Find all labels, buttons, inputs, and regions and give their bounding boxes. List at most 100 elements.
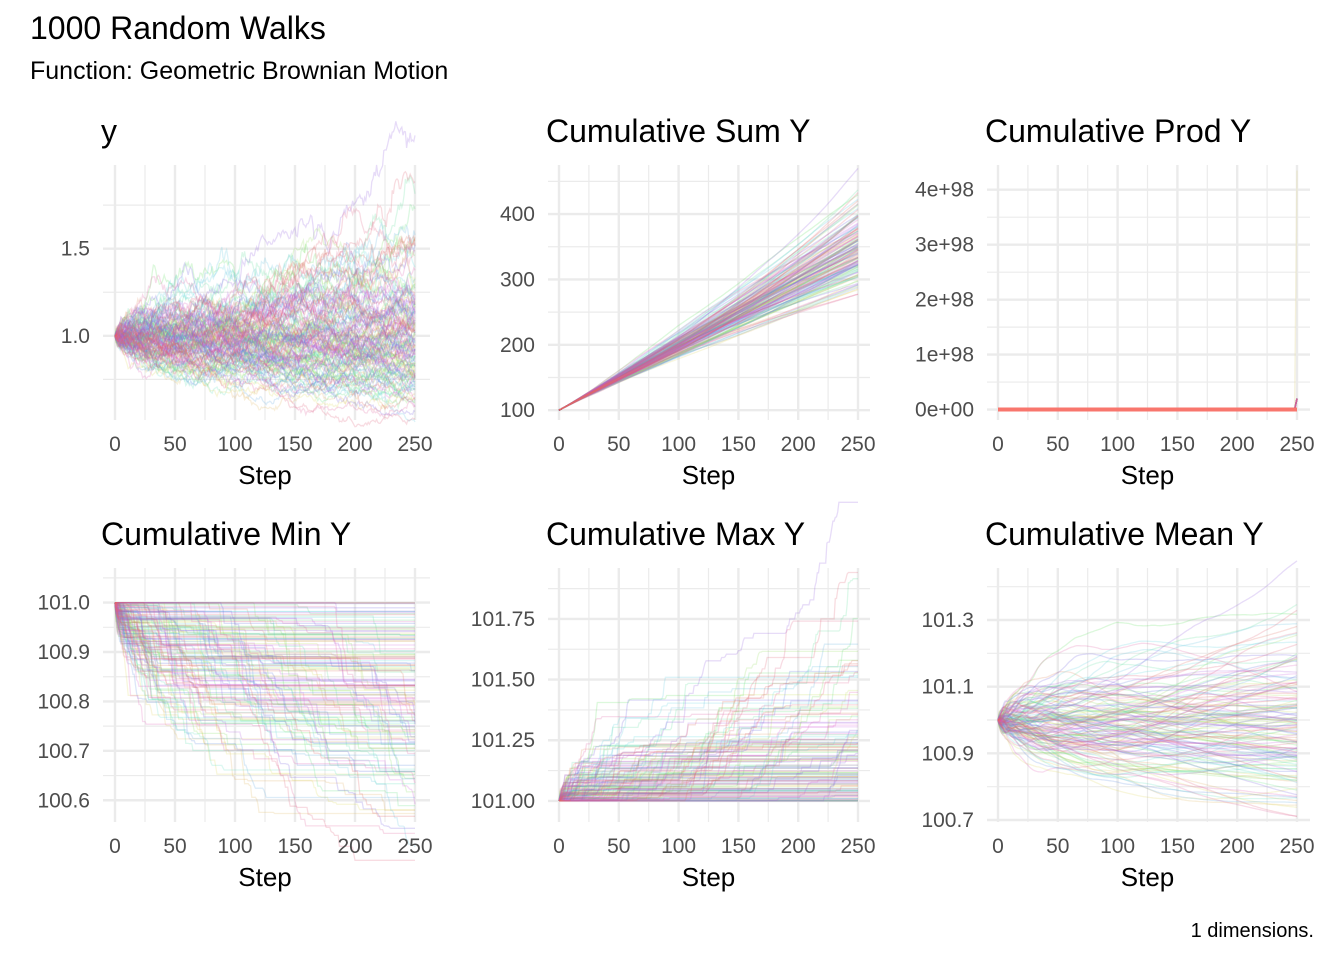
series-line xyxy=(558,251,859,411)
series-line xyxy=(558,252,859,411)
series-line xyxy=(558,734,858,802)
series-line xyxy=(114,601,415,701)
series-line xyxy=(997,718,1298,753)
series-line xyxy=(114,221,416,352)
series-line xyxy=(114,305,416,344)
series-line xyxy=(114,313,416,372)
series-line xyxy=(114,316,416,356)
series-line xyxy=(997,640,1297,728)
series-line xyxy=(114,602,415,687)
series-line xyxy=(997,719,1298,777)
series-line xyxy=(558,790,858,802)
series-line xyxy=(997,716,1298,747)
series-line xyxy=(558,274,859,411)
series-line xyxy=(114,301,416,379)
series-line xyxy=(558,262,859,411)
series-line xyxy=(558,215,859,411)
series-line xyxy=(558,225,859,411)
series-line xyxy=(558,783,858,802)
series-line xyxy=(558,731,858,802)
series-line xyxy=(114,602,415,636)
series-line xyxy=(114,602,415,616)
series-line xyxy=(115,601,415,641)
series-line xyxy=(115,601,415,640)
series-line xyxy=(114,293,416,367)
series-line xyxy=(558,234,859,411)
series-line xyxy=(115,601,415,779)
series-line xyxy=(997,697,1298,735)
series-line xyxy=(114,304,416,368)
series-line xyxy=(997,716,1297,800)
series-line xyxy=(114,311,416,391)
x-tick-label: 100 xyxy=(217,433,252,456)
series-line xyxy=(997,719,1298,751)
series-line xyxy=(997,673,1297,729)
series-line xyxy=(558,167,859,411)
series-line xyxy=(997,715,1298,751)
series-line xyxy=(114,335,416,395)
y-tick-label: 101.75 xyxy=(471,608,535,631)
series-line xyxy=(558,235,859,411)
series-line xyxy=(997,704,1298,735)
series-line xyxy=(115,601,415,817)
series-line xyxy=(997,717,1298,757)
series-line xyxy=(559,704,858,802)
series-line xyxy=(114,295,416,383)
series-line xyxy=(558,247,859,411)
series-line xyxy=(114,602,415,686)
panel-title: Cumulative Max Y xyxy=(546,516,805,552)
series-line xyxy=(997,681,1298,731)
series-line xyxy=(558,253,859,411)
x-tick-label: 150 xyxy=(277,835,312,858)
series-line xyxy=(114,121,416,348)
series-line xyxy=(558,242,859,411)
series-line xyxy=(559,796,858,802)
series-line xyxy=(558,227,859,411)
series-line xyxy=(114,330,416,419)
series-line xyxy=(997,719,1298,800)
series-line xyxy=(559,736,858,802)
series-line xyxy=(114,305,416,340)
series-line xyxy=(114,296,416,349)
series-line xyxy=(115,601,415,722)
series-line xyxy=(114,242,416,358)
series-line xyxy=(115,601,415,745)
series-line xyxy=(997,719,1297,757)
series-line xyxy=(114,602,415,799)
series-line xyxy=(558,799,858,802)
y-tick-label: 101.0 xyxy=(37,592,90,615)
series-line xyxy=(997,692,1298,742)
series-line xyxy=(559,750,858,802)
series-line xyxy=(114,602,415,811)
series-line xyxy=(558,219,859,411)
series-line xyxy=(114,602,415,689)
series-line xyxy=(997,710,1298,743)
series-line xyxy=(114,602,416,723)
series-line xyxy=(114,602,415,749)
series-line xyxy=(558,232,859,411)
series-line xyxy=(114,283,416,377)
series-line xyxy=(114,294,416,397)
series-line xyxy=(558,758,858,802)
series-line xyxy=(558,264,859,411)
x-tick-label: 0 xyxy=(992,835,1004,858)
series-line xyxy=(997,715,1298,734)
series-line xyxy=(997,700,1298,723)
chart-caption: 1 dimensions. xyxy=(1190,920,1314,942)
series-line xyxy=(115,601,415,666)
series-line xyxy=(114,289,416,375)
series-line xyxy=(558,289,859,411)
series-line xyxy=(559,795,858,802)
series-line xyxy=(114,602,415,772)
panel-1: y 1.0 1.5 0 50 100 150 200 250 Step xyxy=(61,113,433,490)
series-line xyxy=(997,625,1298,730)
series-line xyxy=(558,203,859,411)
series-line xyxy=(559,770,858,802)
series-line xyxy=(114,602,415,724)
series-line xyxy=(114,287,416,370)
series-line xyxy=(558,264,859,411)
x-tick-label: 50 xyxy=(1046,433,1069,456)
series-line xyxy=(558,279,859,411)
series-line xyxy=(114,235,416,357)
series-line xyxy=(997,677,1298,724)
